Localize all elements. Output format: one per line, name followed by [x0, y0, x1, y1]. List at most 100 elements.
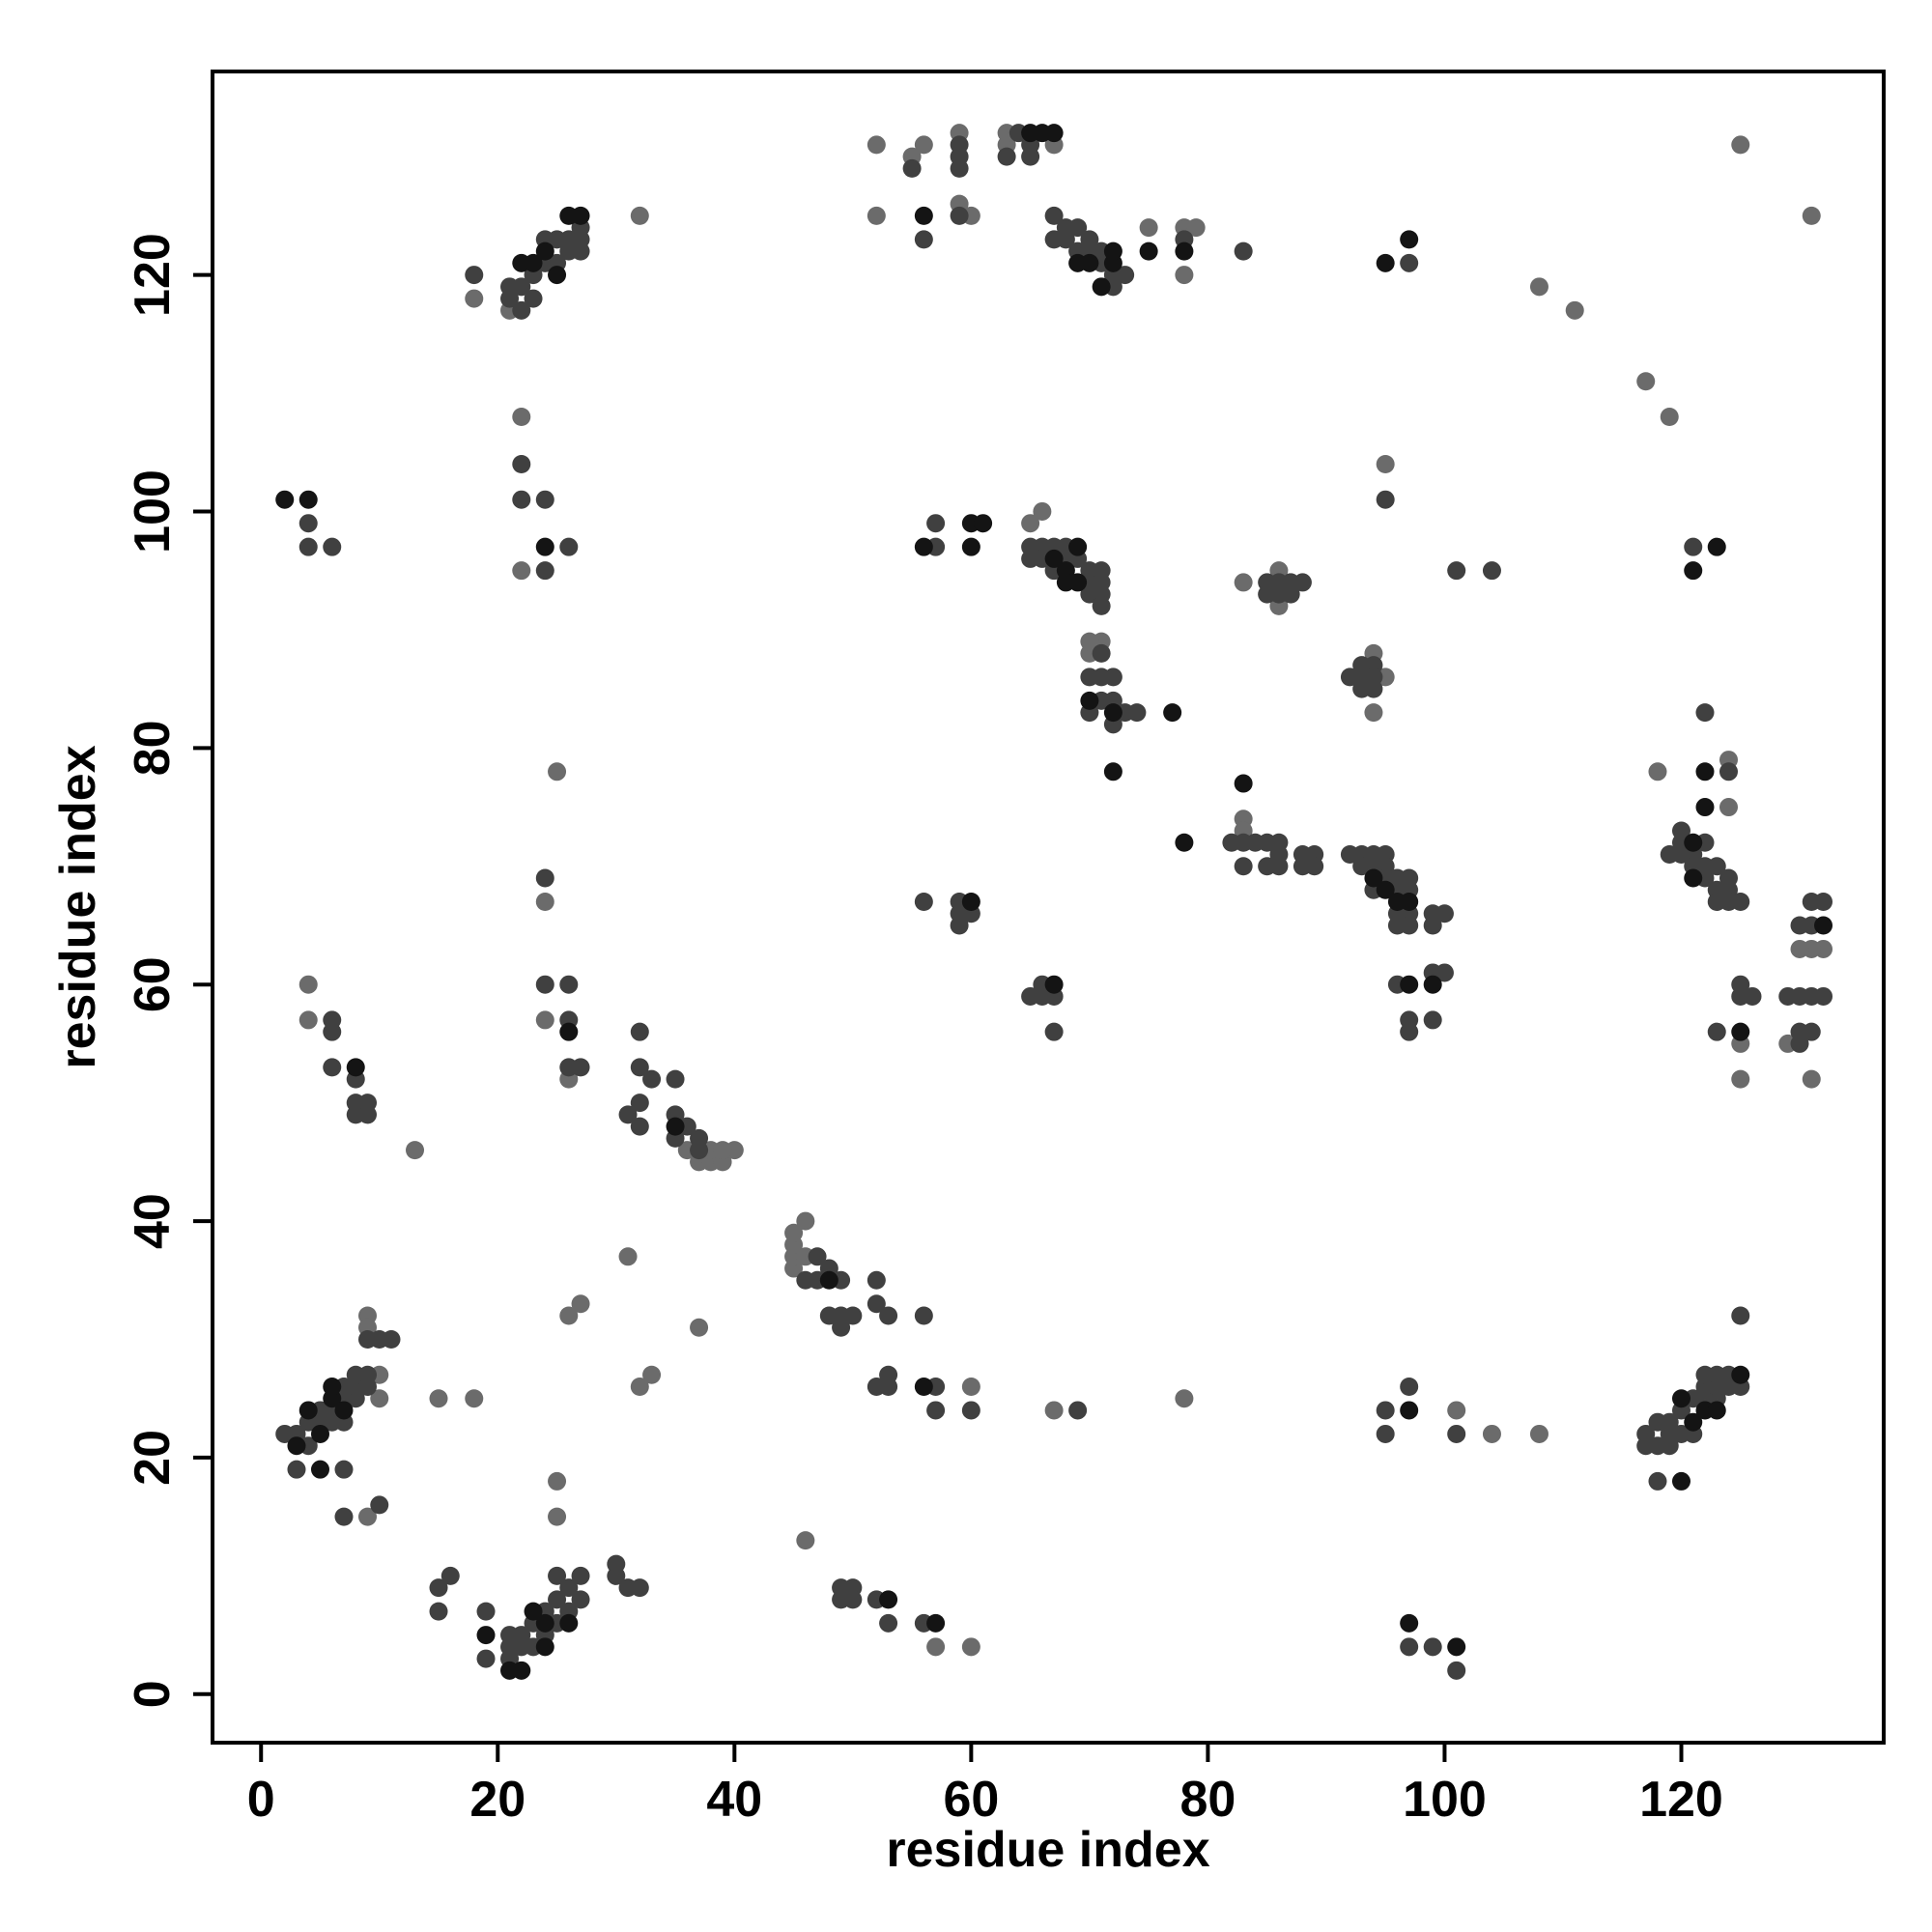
point [358, 1507, 378, 1526]
point [334, 1507, 354, 1526]
point [512, 561, 531, 581]
point [310, 1424, 329, 1443]
point [1684, 537, 1703, 556]
point [334, 1460, 354, 1479]
point [548, 266, 567, 285]
point [1175, 266, 1194, 285]
point [535, 975, 554, 994]
point [1044, 1022, 1064, 1041]
point [1400, 1613, 1419, 1633]
point [1660, 1412, 1679, 1432]
point [548, 1471, 567, 1491]
point [1127, 703, 1147, 723]
point [1802, 206, 1821, 225]
point [1376, 1401, 1395, 1420]
point [630, 1058, 649, 1077]
y-tick-label: 80 [125, 720, 181, 776]
point [1648, 1471, 1667, 1491]
point [843, 1590, 863, 1609]
point [1695, 703, 1715, 723]
x-tick-label: 40 [706, 1772, 762, 1828]
point [298, 1401, 318, 1420]
point [323, 1377, 342, 1396]
point [535, 537, 554, 556]
point [512, 300, 531, 320]
point [1731, 1365, 1750, 1384]
point [1056, 230, 1075, 249]
point [1423, 1010, 1442, 1030]
point [1400, 975, 1419, 994]
point [429, 1602, 448, 1621]
point [1080, 691, 1099, 710]
point [950, 916, 969, 935]
y-tick-label: 100 [125, 469, 181, 554]
point [1376, 880, 1395, 899]
point [1707, 537, 1726, 556]
point [1731, 1022, 1750, 1041]
point [310, 1460, 329, 1479]
point [819, 1270, 838, 1290]
point [476, 1602, 496, 1621]
point [630, 1022, 649, 1041]
point [548, 1566, 567, 1585]
point [1400, 253, 1419, 272]
point [548, 762, 567, 781]
point [535, 1010, 554, 1030]
point [406, 1141, 425, 1160]
point [926, 1637, 946, 1657]
point [323, 537, 342, 556]
point [524, 289, 543, 308]
point [465, 289, 484, 308]
point [334, 1401, 354, 1420]
point [1731, 1069, 1750, 1089]
point [914, 230, 933, 249]
point [548, 1590, 567, 1609]
point [1447, 1661, 1466, 1680]
point [275, 490, 295, 509]
point [1044, 975, 1064, 994]
y-axis-title: residue index [50, 745, 106, 1068]
x-tick-label: 0 [247, 1772, 275, 1828]
point [926, 514, 946, 533]
point [630, 206, 649, 225]
point [1044, 1401, 1064, 1420]
point [997, 147, 1016, 166]
point [1068, 1401, 1088, 1420]
point [926, 1613, 946, 1633]
point [559, 537, 579, 556]
point [1068, 218, 1088, 238]
point [1660, 408, 1679, 427]
point [287, 1436, 306, 1456]
point [630, 1117, 649, 1136]
point [1364, 868, 1383, 888]
point [1695, 798, 1715, 817]
point [1234, 242, 1253, 261]
point [1222, 833, 1241, 852]
point [559, 975, 579, 994]
point [961, 892, 980, 911]
point [1080, 253, 1099, 272]
point [1103, 668, 1122, 687]
point [926, 1401, 946, 1420]
point [1636, 1424, 1656, 1443]
point [1175, 242, 1194, 261]
point [879, 1613, 898, 1633]
point [630, 1578, 649, 1598]
point [1447, 1401, 1466, 1420]
point [1447, 1637, 1466, 1657]
point [713, 1141, 732, 1160]
point [1033, 501, 1052, 521]
point [370, 1495, 389, 1515]
point [1364, 703, 1383, 723]
point [914, 1377, 933, 1396]
point [1447, 561, 1466, 581]
point [808, 1247, 827, 1266]
point [524, 253, 543, 272]
point [1092, 643, 1111, 663]
point [535, 242, 554, 261]
point [642, 1069, 662, 1089]
point [630, 1377, 649, 1396]
point [429, 1578, 448, 1598]
point [1400, 1022, 1419, 1041]
